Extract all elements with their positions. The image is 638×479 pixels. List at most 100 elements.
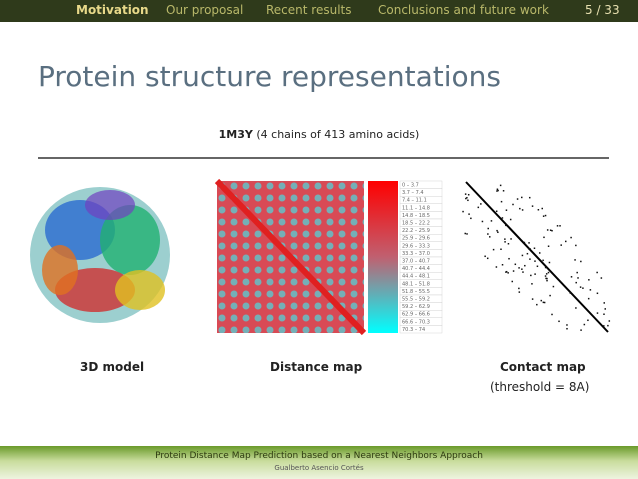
contact xyxy=(501,217,504,219)
contact xyxy=(579,286,582,288)
contact xyxy=(462,210,464,213)
nav-item[interactable]: Motivation xyxy=(76,3,149,17)
nav-item[interactable]: Recent results xyxy=(266,3,352,17)
contact xyxy=(526,252,529,255)
contact xyxy=(538,252,541,254)
caption: Distance map xyxy=(270,360,363,374)
contact xyxy=(529,258,531,260)
contact xyxy=(570,236,572,239)
contact xyxy=(492,248,495,251)
contact xyxy=(548,261,551,264)
contact xyxy=(536,303,538,306)
contact xyxy=(588,279,590,281)
contact xyxy=(516,198,519,200)
contact xyxy=(507,272,509,274)
contact xyxy=(545,273,548,275)
contact xyxy=(575,244,577,247)
contact xyxy=(499,184,502,187)
contact xyxy=(575,307,577,309)
contact xyxy=(521,254,524,257)
contact xyxy=(505,270,508,273)
contact xyxy=(547,245,550,247)
contact xyxy=(549,294,551,297)
top-bar: Motivation Our proposal Recent results C… xyxy=(0,0,638,22)
contact xyxy=(518,267,520,269)
contact xyxy=(521,268,523,270)
contact xyxy=(544,266,547,269)
contact xyxy=(543,301,546,304)
contact xyxy=(537,209,540,211)
contact xyxy=(536,265,539,268)
contact xyxy=(559,281,562,283)
contact xyxy=(541,207,544,210)
contact xyxy=(467,193,470,196)
contact xyxy=(518,287,520,290)
contact xyxy=(580,329,582,331)
contact xyxy=(576,271,578,274)
contact xyxy=(582,287,584,289)
contact xyxy=(577,277,579,279)
contact xyxy=(551,229,553,232)
contact xyxy=(487,233,489,235)
contact xyxy=(496,190,498,192)
contact xyxy=(511,280,514,283)
contact xyxy=(514,263,517,266)
contact xyxy=(552,285,555,288)
contact xyxy=(510,238,512,240)
contact xyxy=(570,276,573,278)
contact xyxy=(546,277,548,280)
contact xyxy=(519,207,521,210)
contact xyxy=(500,248,502,251)
contact xyxy=(522,271,524,273)
contact xyxy=(583,323,586,326)
distance-map xyxy=(214,178,398,336)
legend-label: 0 – 3.7 xyxy=(402,182,419,188)
contact xyxy=(505,224,507,227)
contact xyxy=(467,199,469,202)
nav-item[interactable]: Our proposal xyxy=(166,3,244,17)
legend-label: 7.4 – 11.1 xyxy=(402,198,427,204)
contact xyxy=(481,220,484,223)
contact xyxy=(560,244,562,246)
contact xyxy=(533,247,536,249)
contact xyxy=(509,218,512,221)
contact xyxy=(496,188,499,191)
legend-label: 44.4 – 48.1 xyxy=(402,274,430,280)
legend-label: 11.1 – 14.8 xyxy=(402,205,430,211)
contact xyxy=(580,260,582,263)
contact xyxy=(534,273,536,275)
contact xyxy=(608,320,611,322)
contact xyxy=(542,259,544,262)
contact xyxy=(489,236,491,238)
contact xyxy=(559,225,561,227)
contact xyxy=(484,255,486,258)
contact xyxy=(607,324,609,327)
contact xyxy=(589,289,592,291)
footer-title: Protein Distance Map Prediction based on… xyxy=(155,451,483,461)
contact xyxy=(574,259,576,261)
contact xyxy=(523,241,526,244)
contact xyxy=(556,225,559,227)
contact xyxy=(464,232,467,235)
contact xyxy=(464,193,467,195)
legend-label: 51.8 – 55.5 xyxy=(402,289,430,295)
caption: Contact map xyxy=(500,360,586,374)
legend-label: 40.7 – 44.4 xyxy=(402,266,430,272)
contact xyxy=(501,264,504,266)
contact xyxy=(596,292,599,295)
contact xyxy=(496,229,498,232)
subtitle: 1M3Y (4 chains of 413 amino acids) xyxy=(0,128,638,141)
contact xyxy=(540,299,543,302)
contact xyxy=(466,233,468,235)
contact xyxy=(603,325,605,327)
contact xyxy=(490,220,493,222)
contact-map xyxy=(462,181,612,333)
nav-item[interactable]: Conclusions and future work xyxy=(378,3,549,17)
contact xyxy=(486,257,489,260)
legend-label: 14.8 – 18.5 xyxy=(402,213,430,219)
slide-title: Protein structure representations xyxy=(38,60,501,93)
contact xyxy=(547,271,550,274)
distance-legend: 0 – 3.7 3.7 – 7.4 7.4 – 11.111.1 – 14.8 14.… xyxy=(399,180,443,334)
